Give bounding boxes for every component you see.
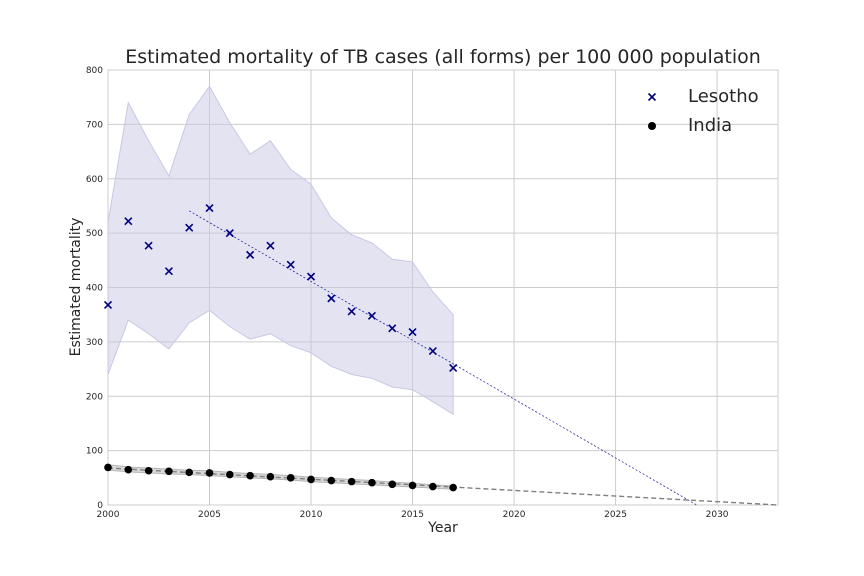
x-tick-labels: 2000 2005 2010 2015 2020 2025 2030 xyxy=(97,510,729,520)
chart-title: Estimated mortality of TB cases (all for… xyxy=(125,46,761,68)
data-point-india-2011 xyxy=(327,476,336,485)
data-point-lesotho-2002 xyxy=(144,241,153,250)
data-point-india-2000 xyxy=(104,463,112,472)
y-tick-label-500: 500 xyxy=(86,229,103,239)
confidence-band-lesotho xyxy=(107,85,454,416)
data-point-lesotho-2004 xyxy=(185,223,194,232)
data-point-india-2016 xyxy=(429,482,437,491)
y-axis-title: Estimated mortality xyxy=(68,218,84,357)
data-point-lesotho-2008 xyxy=(266,241,275,250)
data-point-lesotho-2003 xyxy=(164,267,173,276)
x-tick-label-2020: 2020 xyxy=(503,510,526,520)
data-point-lesotho-2014 xyxy=(388,324,397,333)
data-point-lesotho-2011 xyxy=(327,294,336,303)
data-markers xyxy=(103,204,458,492)
x-tick-label-2025: 2025 xyxy=(604,510,627,520)
data-point-india-2013 xyxy=(368,478,376,487)
data-point-india-2005 xyxy=(205,469,214,477)
legend-label-lesotho: Lesotho xyxy=(688,86,759,107)
legend-marker-lesotho xyxy=(647,92,657,102)
x-axis-title: Year xyxy=(427,520,458,536)
legend: Lesotho India xyxy=(647,86,759,136)
data-point-india-2007 xyxy=(246,471,254,480)
y-tick-labels: 0 100 200 300 400 500 600 700 800 xyxy=(86,66,103,511)
data-point-india-2003 xyxy=(165,467,173,476)
y-tick-label-800: 800 xyxy=(86,66,103,76)
data-point-lesotho-2005 xyxy=(205,204,214,213)
data-point-india-2017 xyxy=(449,483,457,492)
data-point-india-2001 xyxy=(124,465,133,474)
data-point-lesotho-2006 xyxy=(225,229,234,238)
data-point-india-2002 xyxy=(144,466,153,475)
y-tick-label-200: 200 xyxy=(86,392,103,402)
data-point-lesotho-2007 xyxy=(246,250,255,259)
x-tick-label-2015: 2015 xyxy=(401,510,424,520)
data-point-lesotho-2015 xyxy=(408,328,417,337)
x-tick-label-2010: 2010 xyxy=(300,510,323,520)
data-point-india-2010 xyxy=(307,475,315,484)
x-tick-label-2030: 2030 xyxy=(706,510,729,520)
y-tick-label-300: 300 xyxy=(86,338,103,348)
data-point-india-2008 xyxy=(266,472,275,481)
confidence-bands xyxy=(107,85,454,490)
data-point-lesotho-2010 xyxy=(306,272,316,281)
data-point-lesotho-2012 xyxy=(347,307,356,316)
data-point-lesotho-2000 xyxy=(103,300,113,309)
legend-label-india: India xyxy=(688,115,732,136)
x-tick-label-2000: 2000 xyxy=(97,510,120,520)
data-point-lesotho-2013 xyxy=(367,311,377,320)
data-point-lesotho-2009 xyxy=(286,260,295,269)
y-tick-label-0: 0 xyxy=(97,501,103,511)
y-tick-label-400: 400 xyxy=(86,284,103,294)
y-tick-label-100: 100 xyxy=(86,447,103,457)
data-point-india-2009 xyxy=(286,474,295,482)
data-point-india-2015 xyxy=(408,481,417,490)
trend-line-lesotho xyxy=(189,210,697,506)
data-point-lesotho-2017 xyxy=(449,363,458,373)
data-point-lesotho-2016 xyxy=(428,347,437,356)
trend-lines xyxy=(107,210,779,506)
data-point-india-2004 xyxy=(185,468,194,477)
data-point-india-2014 xyxy=(388,480,397,489)
legend-marker-india xyxy=(648,122,656,130)
y-tick-label-600: 600 xyxy=(86,175,103,185)
y-tick-label-700: 700 xyxy=(86,120,103,130)
data-point-india-2012 xyxy=(347,477,356,486)
x-tick-label-2005: 2005 xyxy=(198,510,221,520)
data-point-india-2006 xyxy=(226,470,234,479)
data-point-lesotho-2001 xyxy=(124,217,133,226)
